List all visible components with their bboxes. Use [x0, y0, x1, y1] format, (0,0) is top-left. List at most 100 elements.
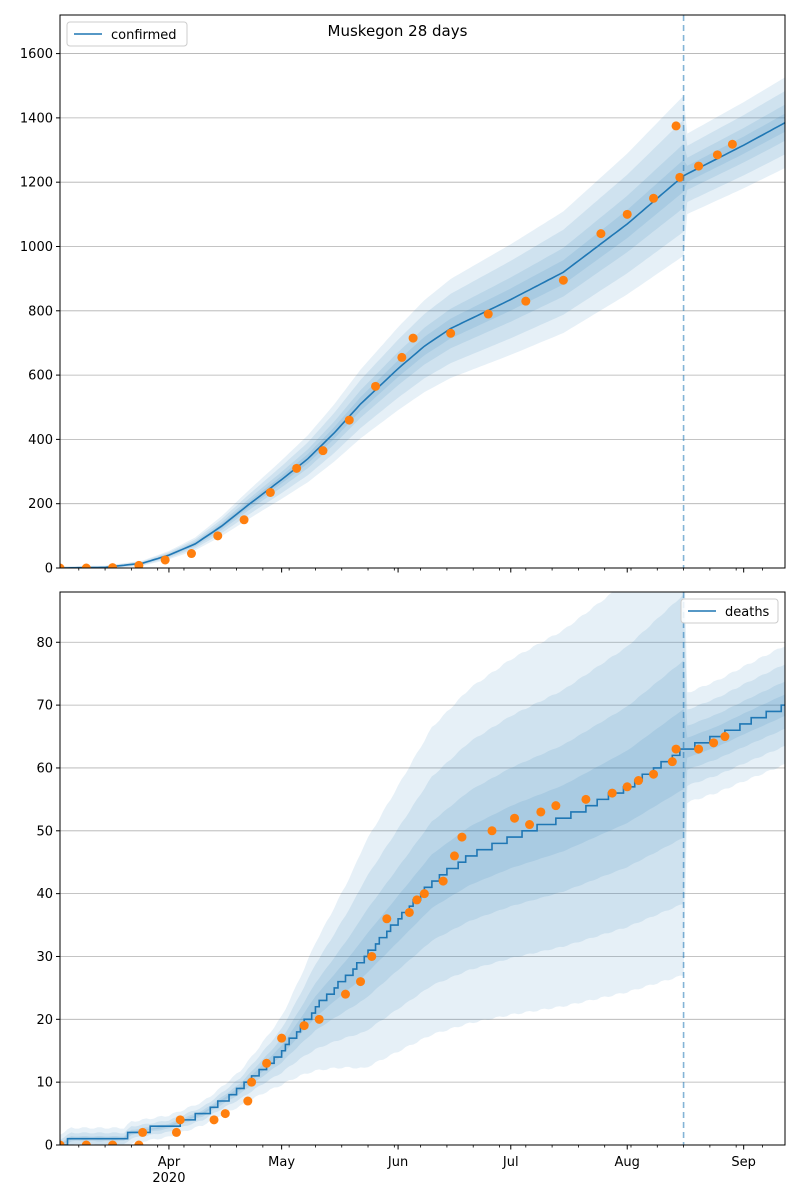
uncertainty-band: [60, 594, 785, 1145]
data-point: [247, 1077, 257, 1087]
legend-label: deaths: [725, 605, 770, 620]
y-tick-label: 10: [36, 1076, 53, 1091]
y-tick-label: 0: [45, 1139, 53, 1154]
data-point: [81, 563, 91, 568]
y-tick-label: 400: [28, 433, 53, 448]
data-point: [108, 1140, 118, 1145]
data-point: [536, 807, 546, 817]
legend-box: [66, 21, 188, 47]
y-tick-label: 800: [28, 304, 53, 319]
data-point: [138, 1127, 148, 1137]
y-tick-label: 70: [36, 699, 53, 714]
data-point: [186, 549, 196, 559]
data-point: [220, 1109, 230, 1119]
data-point: [314, 1014, 324, 1024]
data-point: [382, 914, 392, 924]
data-point: [277, 1033, 287, 1043]
data-point: [457, 832, 467, 842]
uncertainty-band: [60, 91, 785, 568]
data-point: [397, 352, 407, 362]
axes-frame: [59, 14, 786, 569]
y-tick-label: 80: [36, 636, 53, 651]
plot-area: [60, 77, 785, 568]
data-point: [487, 826, 497, 836]
data-point: [412, 895, 422, 905]
confirmed-panel: 0 200 400 600 800 1000 1200 1400 1600 Muskegon 28…: [20, 14, 786, 577]
legend: deaths: [680, 598, 779, 624]
legend-label: confirmed: [111, 28, 177, 43]
data-point: [262, 1058, 272, 1068]
y-tick-label: 60: [36, 761, 53, 776]
data-point: [667, 757, 677, 767]
data-point: [446, 328, 456, 338]
y-tick-label: 1000: [20, 240, 53, 255]
y-tick-label: 200: [28, 497, 53, 512]
data-point: [712, 150, 722, 160]
data-point: [581, 794, 591, 804]
data-point: [596, 229, 606, 239]
data-point: [521, 296, 531, 306]
y-tick-label: 20: [36, 1013, 53, 1028]
data-point: [419, 889, 429, 899]
series-line-confirmed: [60, 121, 785, 568]
legend-box: [680, 598, 779, 624]
data-point: [318, 446, 328, 456]
data-point: [60, 1140, 65, 1145]
uncertainty-band: [60, 104, 785, 568]
data-point: [483, 309, 493, 319]
uncertainty-band: [60, 694, 785, 1145]
chart-title: Muskegon 28 days: [328, 22, 468, 40]
x-tick-label: Sep: [731, 1155, 756, 1170]
uncertainty-band: [60, 660, 785, 1145]
data-point: [607, 788, 617, 798]
data-point: [134, 560, 144, 568]
y-tick-label: 1400: [20, 111, 53, 126]
data-point: [134, 1140, 144, 1145]
data-point: [371, 381, 381, 391]
data-point: [356, 977, 366, 987]
y-tick-label: 1600: [20, 47, 53, 62]
data-point: [510, 813, 520, 823]
data-point: [243, 1096, 253, 1106]
data-point: [633, 776, 643, 786]
data-point: [622, 782, 632, 792]
data-point: [299, 1021, 309, 1031]
data-point: [694, 161, 704, 171]
uncertainty-band: [60, 77, 785, 568]
data-point: [81, 1140, 91, 1145]
legend: confirmed: [66, 21, 188, 47]
x-tick-label: May: [268, 1155, 295, 1170]
data-point: [720, 732, 730, 742]
data-point: [175, 1115, 185, 1125]
x-tick-label: Aug: [615, 1155, 640, 1170]
data-point: [367, 951, 377, 961]
data-point: [649, 769, 659, 779]
y-tick-label: 0: [45, 562, 53, 577]
data-point: [171, 1127, 181, 1137]
data-point: [160, 555, 170, 565]
x-tick-label: Jul: [502, 1155, 519, 1170]
data-point: [558, 275, 568, 285]
y-tick-label: 600: [28, 369, 53, 384]
data-point: [213, 531, 223, 541]
x-tick-label: Apr: [158, 1155, 181, 1170]
data-point: [344, 415, 354, 425]
data-point: [709, 738, 719, 748]
uncertainty-band: [60, 592, 785, 1145]
data-point: [671, 121, 681, 131]
uncertainty-band: [60, 113, 785, 568]
data-point: [622, 209, 632, 219]
axes-frame: [59, 591, 786, 1146]
data-point: [727, 139, 737, 149]
data-point: [671, 744, 681, 754]
x-tick-sublabel: 2020: [152, 1171, 185, 1186]
data-point: [108, 563, 118, 568]
y-tick-label: 50: [36, 824, 53, 839]
data-point: [525, 820, 535, 830]
data-point: [292, 463, 302, 473]
data-point: [404, 907, 414, 917]
series-line-deaths: [60, 704, 785, 1145]
data-point: [209, 1115, 219, 1125]
